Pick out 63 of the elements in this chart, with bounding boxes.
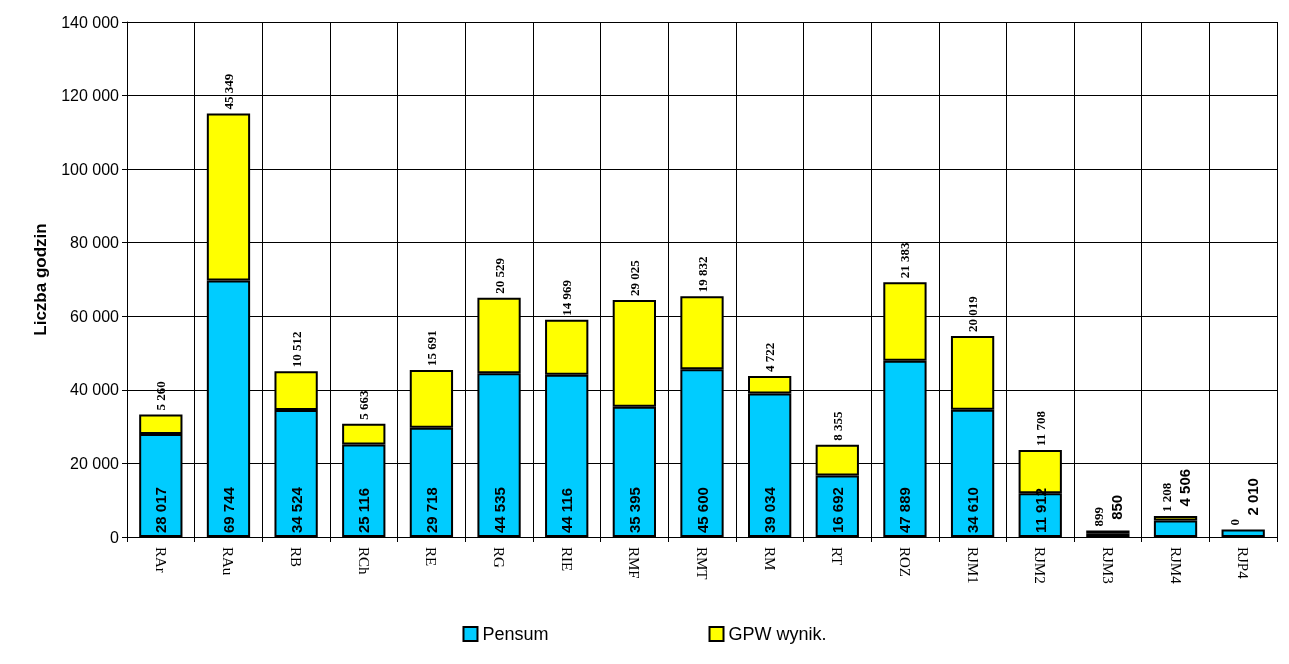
data-label: 47 889: [896, 487, 914, 533]
y-tick-label: 80 000: [70, 234, 120, 252]
data-label: 25 116: [355, 487, 373, 533]
data-label: 16 692: [828, 487, 846, 533]
data-label: 11 708: [1032, 410, 1048, 447]
data-label: 5 663: [356, 390, 372, 420]
y-axis-title: Liczba godzin: [31, 223, 50, 336]
data-label: 19 832: [694, 256, 710, 293]
data-label: 28 017: [152, 487, 170, 533]
y-tick-label: 140 000: [61, 13, 120, 31]
data-label: 8 355: [829, 411, 845, 441]
bar: [1153, 520, 1198, 537]
x-tick-label: RCh: [355, 547, 372, 576]
data-label: 35 395: [625, 487, 643, 533]
data-label: 1 208: [1159, 482, 1175, 512]
data-label: 69 744: [219, 486, 237, 533]
data-label: 45 600: [693, 487, 711, 533]
y-tick-label: 0: [110, 528, 120, 546]
data-label: 20 529: [491, 257, 507, 294]
y-tick-label: 100 000: [61, 160, 120, 178]
x-tick-label: RJM2: [1032, 547, 1049, 584]
data-label: 44 116: [558, 487, 576, 533]
data-label: 34 524: [287, 486, 305, 533]
data-label: 0: [1226, 519, 1242, 526]
data-label: 34 610: [964, 487, 982, 533]
x-tick-label: RJM3: [1099, 547, 1116, 584]
x-tick-label: RM: [761, 547, 778, 571]
data-label: 899: [1091, 506, 1107, 527]
data-label: 20 019: [965, 295, 981, 333]
x-tick-label: RMF: [626, 547, 643, 579]
x-tick-label: RJP4: [1235, 547, 1252, 580]
x-tick-label: RB: [288, 547, 305, 568]
data-label: 39 034: [761, 486, 779, 533]
y-tick-label: 120 000: [61, 87, 120, 105]
x-tick-label: RIE: [558, 547, 575, 572]
data-label: 29 718: [422, 487, 440, 533]
data-label: 2 010: [1243, 478, 1261, 516]
x-tick-label: RE: [423, 547, 440, 567]
x-tick-label: RJM1: [964, 547, 981, 584]
x-tick-label: RJM4: [1167, 547, 1184, 585]
y-tick-label: 60 000: [70, 307, 120, 325]
data-label: 44 535: [490, 487, 508, 533]
data-label: 10 512: [288, 331, 304, 368]
bar: [1221, 529, 1265, 537]
x-tick-label: ROZ: [896, 547, 913, 577]
legend-label: GPW wynik.: [728, 624, 827, 644]
x-tick-label: RG: [491, 547, 508, 568]
data-label: 850: [1108, 494, 1126, 520]
x-tick-label: RAr: [152, 547, 169, 573]
y-tick-label: 20 000: [70, 454, 120, 472]
data-label: 14 969: [559, 279, 575, 316]
data-label: 29 025: [626, 259, 642, 297]
y-tick-label: 40 000: [70, 381, 120, 399]
x-tick-label: RAu: [220, 547, 237, 576]
data-label: 45 349: [220, 73, 236, 110]
data-label: 15 691: [423, 330, 439, 366]
x-tick-label: RT: [829, 547, 846, 566]
legend-label: Pensum: [482, 624, 549, 644]
data-label: 21 383: [897, 241, 913, 279]
data-label: 4 506: [1176, 468, 1194, 507]
data-label: 4 722: [762, 342, 778, 373]
data-label: 5 260: [153, 381, 169, 411]
x-tick-label: RMT: [694, 547, 710, 580]
